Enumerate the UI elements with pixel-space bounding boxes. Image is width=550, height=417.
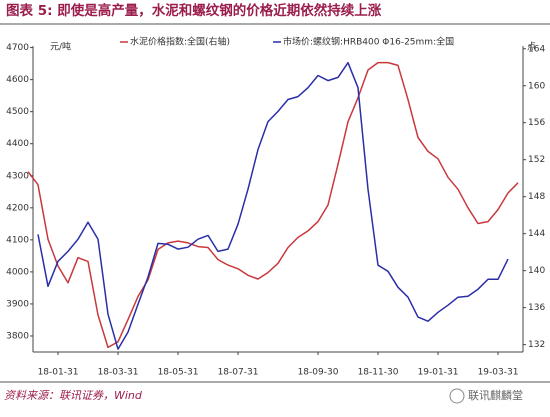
- chart-title: 图表 5: 即使是高产量，水泥和螺纹钢的价格近期依然持续上涨: [6, 2, 382, 19]
- y2-tick-label: 136: [528, 303, 545, 313]
- source: 资料来源：联讯证券，Wind: [4, 389, 143, 402]
- y-tick-label: 3900: [6, 299, 29, 309]
- x-tick-label: 18-03-31: [98, 368, 139, 378]
- y2-tick-label: 152: [528, 155, 545, 165]
- y-tick-label: 4100: [6, 235, 29, 245]
- y-tick-label: 4200: [6, 203, 29, 213]
- y-tick-label: 4700: [6, 43, 29, 53]
- legend-label: 市场价:螺纹钢:HRB400 Φ16-25mm:全国: [283, 36, 454, 48]
- series-line: [27, 61, 519, 349]
- y2-tick-label: 164: [528, 44, 545, 54]
- y-tick-label: 4600: [6, 75, 29, 85]
- y-tick-label: 3800: [6, 331, 29, 341]
- x-tick-label: 18-07-31: [218, 368, 259, 378]
- x-tick-label: 18-01-31: [38, 368, 79, 378]
- y2-tick-label: 160: [528, 81, 545, 91]
- y2-tick-label: 132: [528, 340, 545, 350]
- watermark: 联讯麒麟堂: [468, 388, 523, 402]
- x-tick-label: 18-09-30: [298, 368, 339, 378]
- y2-tick-label: 156: [528, 118, 545, 128]
- y-tick-label: 4500: [6, 107, 29, 117]
- y2-tick-label: 148: [528, 192, 545, 202]
- x-tick-label: 19-01-31: [418, 368, 459, 378]
- x-tick-label: 18-05-31: [158, 368, 199, 378]
- y-unit: 元/吨: [50, 41, 71, 53]
- y-tick-label: 4000: [6, 267, 29, 277]
- x-tick-label: 19-03-31: [478, 368, 519, 378]
- watermark-icon: [449, 388, 465, 404]
- y-tick-label: 4300: [6, 171, 29, 181]
- x-tick-label: 18-11-30: [358, 368, 399, 378]
- series-line: [37, 61, 509, 350]
- y2-tick-label: 144: [528, 229, 545, 239]
- y2-tick-label: 140: [528, 266, 545, 276]
- legend-label: 水泥价格指数:全国(右轴): [130, 36, 230, 48]
- y-tick-label: 4400: [6, 139, 29, 149]
- y2-unit: 点: [527, 42, 536, 53]
